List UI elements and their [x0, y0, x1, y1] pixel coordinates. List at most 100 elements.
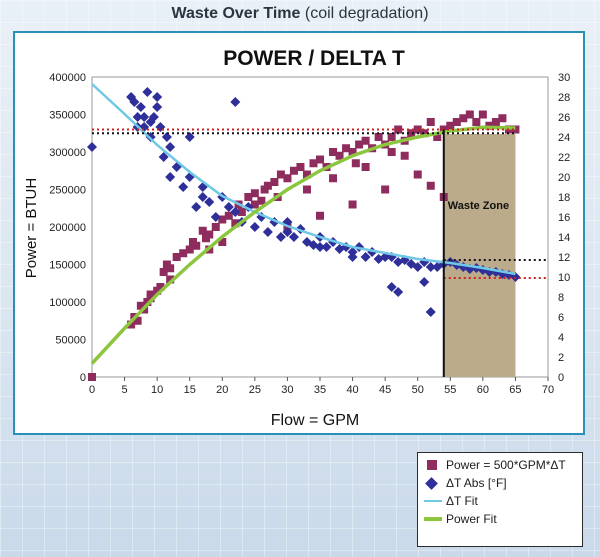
power-point — [224, 211, 233, 220]
waste-zone-region — [443, 134, 516, 377]
square-marker-icon — [427, 460, 437, 470]
y2-tick-label: 6 — [558, 312, 564, 324]
power-point — [276, 170, 285, 179]
y-tick-label: 200000 — [49, 222, 86, 234]
y2-tick-label: 12 — [558, 252, 570, 264]
y2-tick-label: 2 — [558, 352, 564, 364]
dt-point — [230, 97, 241, 107]
dt-point — [347, 252, 358, 262]
power-point — [309, 159, 318, 168]
y2-tick-label: 8 — [558, 292, 564, 304]
power-point — [387, 148, 396, 156]
dt-point — [288, 232, 299, 242]
power-point — [491, 118, 500, 126]
power-point — [426, 118, 435, 126]
x-tick-label: 40 — [346, 384, 358, 396]
y2-tick-label: 18 — [558, 192, 570, 204]
legend-item-dt: ΔT Abs [°F] — [424, 474, 576, 492]
power-point — [179, 249, 188, 258]
y2-tick-label: 0 — [558, 372, 564, 384]
power-point — [387, 133, 396, 141]
dt-point — [393, 287, 404, 297]
dt-point — [145, 117, 156, 127]
power-point — [185, 245, 194, 254]
dt-point — [191, 202, 202, 212]
power-point — [289, 166, 298, 175]
power-point — [446, 121, 455, 130]
line-marker-icon — [424, 500, 442, 502]
y2-tick-label: 28 — [558, 92, 570, 104]
x-tick-label: 25 — [249, 384, 261, 396]
power-point — [316, 211, 324, 220]
power-point — [192, 241, 201, 250]
power-point — [335, 151, 344, 160]
dt-point — [249, 222, 260, 232]
waste-zone-label: Waste Zone — [448, 200, 509, 212]
power-point — [511, 125, 520, 134]
dt-point — [412, 262, 423, 272]
power-point — [413, 170, 422, 179]
power-point — [250, 189, 259, 198]
x-tick-label: 10 — [151, 384, 163, 396]
dt-point — [419, 277, 430, 287]
power-point — [88, 373, 96, 381]
y2-tick-label: 14 — [558, 232, 570, 244]
power-point — [146, 290, 155, 299]
dt-point — [139, 112, 150, 122]
x-tick-label: 65 — [509, 384, 521, 396]
power-point — [133, 316, 142, 325]
x-tick-label: 60 — [477, 384, 489, 396]
power-point — [420, 129, 429, 138]
y-tick-label: 0 — [80, 372, 86, 384]
y-tick-label: 400000 — [49, 72, 86, 84]
dt-point — [230, 207, 241, 217]
dt-point — [178, 182, 189, 192]
power-point — [156, 283, 165, 291]
power-point — [342, 144, 351, 153]
power-point — [302, 170, 311, 179]
power-point — [374, 133, 383, 141]
x-tick-label: 35 — [314, 384, 326, 396]
power-point — [329, 148, 338, 156]
power-point — [400, 151, 409, 160]
legend-label-dt-fit: ΔT Fit — [446, 494, 478, 508]
x-tick-label: 15 — [184, 384, 196, 396]
x-tick-label: 20 — [216, 384, 228, 396]
power-point — [218, 238, 227, 246]
y-axis-label: Power = BTUH — [23, 178, 40, 278]
power-point — [355, 140, 364, 149]
x-tick-label: 50 — [412, 384, 424, 396]
power-point — [172, 253, 181, 261]
power-point — [426, 181, 435, 190]
y2-tick-label: 10 — [558, 272, 570, 284]
diamond-marker-icon — [425, 476, 438, 490]
power-point — [351, 159, 360, 168]
y2-tick-label: 26 — [558, 112, 570, 124]
y2-tick-label: 30 — [558, 72, 570, 84]
x-axis-label: Flow = GPM — [271, 412, 359, 429]
y2-tick-label: 4 — [558, 332, 564, 344]
power-point — [218, 215, 227, 224]
power-point — [205, 230, 214, 239]
page-title-main: Waste Over Time — [171, 5, 301, 22]
x-tick-label: 30 — [281, 384, 293, 396]
power-point — [159, 268, 168, 276]
dt-point — [275, 232, 286, 242]
legend-label-dt: ΔT Abs [°F] — [446, 476, 507, 490]
dt-point — [184, 132, 195, 142]
dt-point — [425, 307, 436, 317]
power-point — [237, 208, 246, 216]
y-tick-label: 150000 — [49, 260, 86, 272]
y2-tick-label: 24 — [558, 132, 570, 144]
dt-point — [425, 262, 436, 272]
dt-point — [360, 252, 371, 262]
power-point — [361, 163, 370, 171]
page-title-sub: (coil degradation) — [304, 5, 429, 22]
power-point — [329, 174, 338, 183]
line-marker-icon — [424, 517, 442, 521]
x-tick-label: 0 — [89, 384, 95, 396]
power-point — [348, 200, 357, 209]
power-point — [452, 118, 461, 126]
legend-label-power-fit: Power Fit — [446, 512, 497, 526]
dt-point — [321, 242, 332, 252]
